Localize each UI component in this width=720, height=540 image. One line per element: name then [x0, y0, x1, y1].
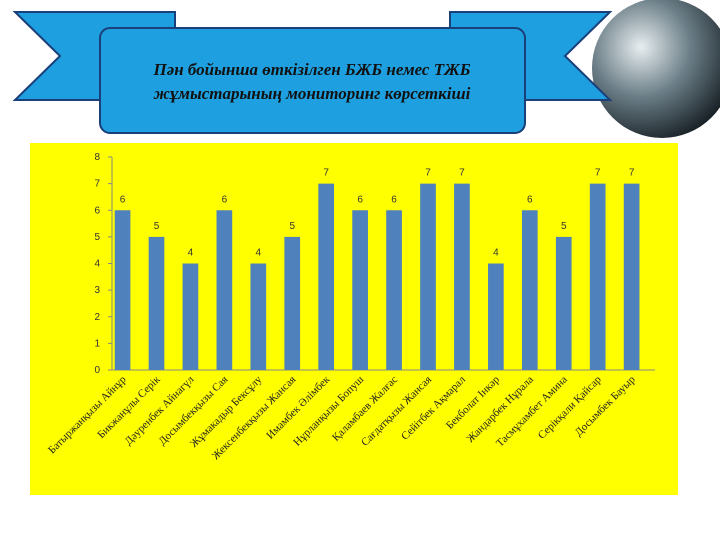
bar	[589, 183, 606, 370]
bar	[488, 263, 504, 370]
bar	[555, 236, 572, 370]
y-tick-label: 1	[94, 338, 100, 349]
y-tick-label: 3	[94, 285, 100, 296]
y-tick-label: 6	[94, 205, 100, 216]
bar	[114, 210, 131, 370]
bar	[352, 210, 368, 370]
bar	[182, 263, 199, 370]
y-tick-label: 8	[94, 152, 100, 163]
data-label: 5	[561, 221, 567, 232]
bar	[454, 183, 470, 370]
data-label: 6	[222, 194, 228, 205]
data-label: 7	[629, 168, 635, 179]
bar	[318, 183, 335, 370]
bar	[250, 263, 267, 370]
bar	[284, 236, 301, 370]
data-label: 6	[120, 194, 126, 205]
data-label: 7	[323, 168, 329, 179]
data-label: 7	[459, 168, 465, 179]
data-label: 5	[289, 221, 295, 232]
y-tick-label: 0	[94, 365, 100, 376]
data-label: 4	[256, 248, 262, 259]
y-tick-label: 2	[94, 312, 100, 323]
data-label: 7	[595, 168, 601, 179]
data-label: 4	[188, 248, 194, 259]
data-label: 7	[425, 168, 431, 179]
bar	[420, 183, 436, 370]
y-tick-label: 7	[94, 179, 100, 190]
data-label: 6	[527, 194, 533, 205]
y-tick-label: 4	[94, 259, 100, 270]
data-label: 6	[357, 194, 363, 205]
y-tick-label: 5	[94, 232, 100, 243]
title-banner	[99, 27, 526, 134]
data-label: 4	[493, 248, 499, 259]
bar	[216, 210, 233, 370]
bar	[148, 236, 165, 370]
globe	[592, 0, 720, 138]
bar	[623, 183, 640, 370]
data-label: 6	[391, 194, 397, 205]
chart-title: Пән бойынша өткізілген БЖБ немес ТЖБ жұм…	[153, 60, 471, 103]
data-label: 5	[154, 221, 160, 232]
bar	[521, 210, 538, 370]
bar	[386, 210, 402, 370]
